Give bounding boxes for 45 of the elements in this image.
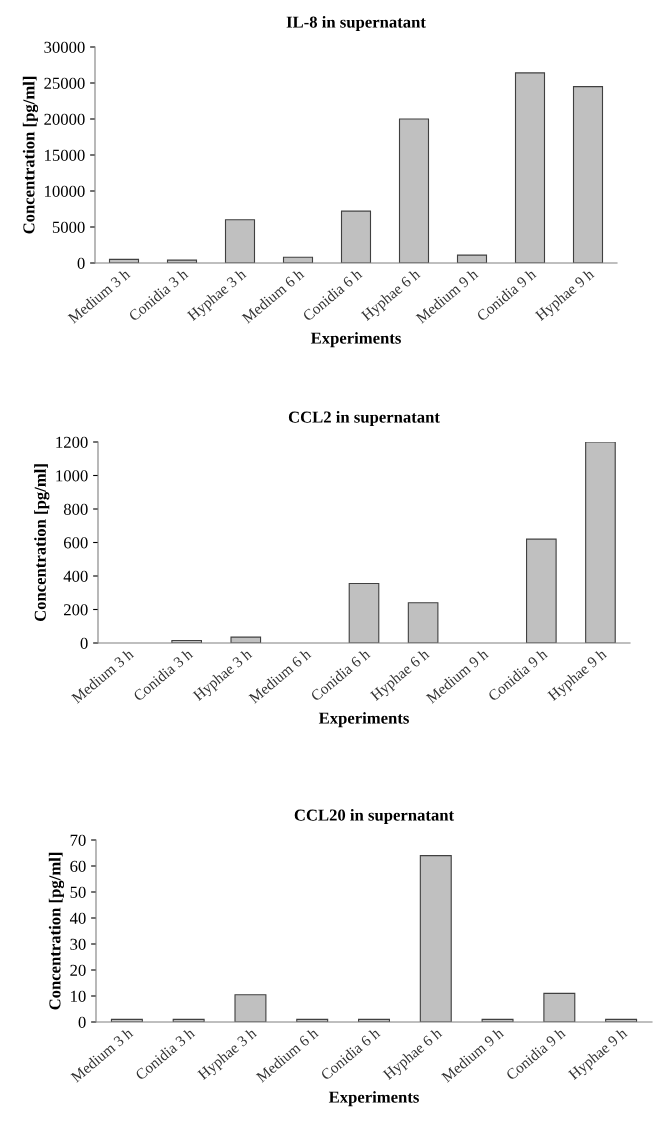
- bar: [543, 992, 576, 1022]
- y-tick-label: 1000: [56, 470, 88, 482]
- y-tick-label: 1200: [56, 436, 88, 448]
- y-tick-label: 10000: [45, 185, 85, 197]
- chart-title: CCL20 in supernatant: [294, 808, 455, 825]
- y-tick-label: 20000: [44, 113, 85, 125]
- y-tick-label: 0: [77, 257, 85, 269]
- bar: [456, 254, 488, 263]
- y-axis-title: Concentration [pg/ml]: [34, 464, 50, 622]
- y-tick-label: 70: [70, 834, 86, 846]
- bar: [419, 855, 452, 1022]
- y-tick-label: 5000: [52, 221, 85, 233]
- bar: [572, 86, 604, 263]
- bar: [398, 118, 430, 263]
- y-tick-label: 600: [63, 537, 88, 549]
- x-axis-title: Experiments: [310, 332, 401, 348]
- bar: [230, 636, 262, 643]
- bar: [585, 442, 616, 643]
- bar: [234, 994, 267, 1022]
- y-tick-label: 50: [70, 886, 86, 898]
- y-tick-label: 800: [63, 503, 88, 515]
- y-tick-label: 0: [80, 637, 88, 649]
- chart-title: IL-8 in supernatant: [286, 15, 426, 32]
- y-tick-label: 10: [71, 990, 86, 1002]
- bar: [340, 210, 372, 263]
- y-tick-label: 200: [64, 604, 88, 616]
- chart-title: CCL2 in supernatant: [288, 410, 440, 427]
- y-tick-label: 0: [78, 1016, 86, 1028]
- bar: [224, 219, 256, 263]
- bar: [348, 582, 380, 643]
- x-axis-title: Experiments: [318, 712, 409, 728]
- y-axis-title: Concentration [pg/ml]: [22, 76, 39, 234]
- y-axis-title: Concentration [pg/ml]: [48, 852, 65, 1010]
- bar: [407, 602, 439, 643]
- bar: [526, 538, 557, 643]
- y-tick-label: 30: [70, 938, 86, 950]
- bar: [514, 72, 546, 263]
- y-tick-label: 15000: [45, 149, 85, 161]
- y-tick-label: 400: [63, 570, 88, 582]
- y-tick-label: 40: [69, 912, 86, 924]
- y-tick-label: 60: [70, 860, 86, 872]
- x-axis-title: Experiments: [328, 1091, 419, 1107]
- y-tick-label: 20: [70, 964, 86, 976]
- y-tick-label: 25000: [44, 77, 85, 89]
- y-tick-label: 30000: [44, 41, 85, 53]
